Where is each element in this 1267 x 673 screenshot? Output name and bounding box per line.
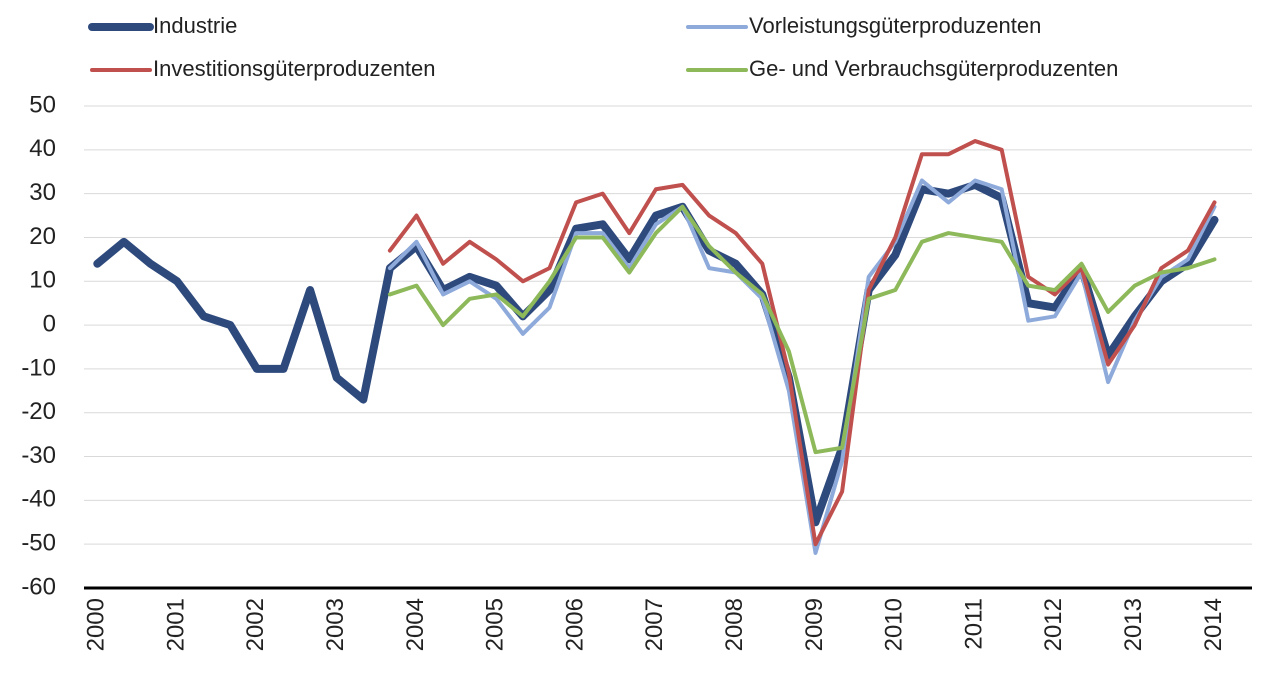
x-tick-label: 2004 bbox=[402, 598, 429, 651]
x-tick-label: 2010 bbox=[881, 598, 908, 651]
y-tick-label: -10 bbox=[21, 354, 56, 381]
y-tick-label: 10 bbox=[29, 267, 56, 294]
y-tick-label: 40 bbox=[29, 135, 56, 162]
x-tick-label: 2001 bbox=[162, 598, 189, 651]
x-tick-label: 2002 bbox=[242, 598, 269, 651]
y-tick-label: 30 bbox=[29, 179, 56, 206]
y-tick-label: -40 bbox=[21, 486, 56, 513]
y-tick-label: 20 bbox=[29, 223, 56, 250]
y-tick-label: -60 bbox=[21, 573, 56, 600]
y-tick-label: -20 bbox=[21, 398, 56, 425]
legend-label: Vorleistungsgüterproduzenten bbox=[749, 13, 1041, 38]
x-tick-label: 2009 bbox=[801, 598, 828, 651]
x-tick-label: 2006 bbox=[561, 598, 588, 651]
x-tick-label: 2011 bbox=[960, 598, 987, 650]
x-tick-label: 2013 bbox=[1120, 598, 1147, 651]
y-tick-label: 50 bbox=[29, 91, 56, 118]
y-tick-label: -50 bbox=[21, 530, 56, 557]
y-tick-label: -30 bbox=[21, 442, 56, 469]
x-tick-label: 2008 bbox=[721, 598, 748, 651]
x-tick-label: 2007 bbox=[641, 598, 668, 651]
series-line bbox=[387, 204, 1217, 455]
x-tick-label: 2000 bbox=[83, 598, 110, 651]
x-tick-label: 2005 bbox=[482, 598, 509, 651]
legend-label: Industrie bbox=[153, 13, 237, 38]
series-line bbox=[387, 178, 1217, 555]
x-tick-label: 2003 bbox=[322, 598, 349, 651]
x-tick-label: 2014 bbox=[1200, 598, 1227, 651]
legend-label: Investitionsgüterproduzenten bbox=[153, 56, 436, 81]
series-line bbox=[93, 180, 1219, 527]
y-tick-label: 0 bbox=[43, 310, 56, 337]
legend-label: Ge- und Verbrauchsgüterproduzenten bbox=[749, 56, 1118, 81]
x-tick-label: 2012 bbox=[1040, 598, 1067, 651]
series-line bbox=[387, 139, 1217, 547]
